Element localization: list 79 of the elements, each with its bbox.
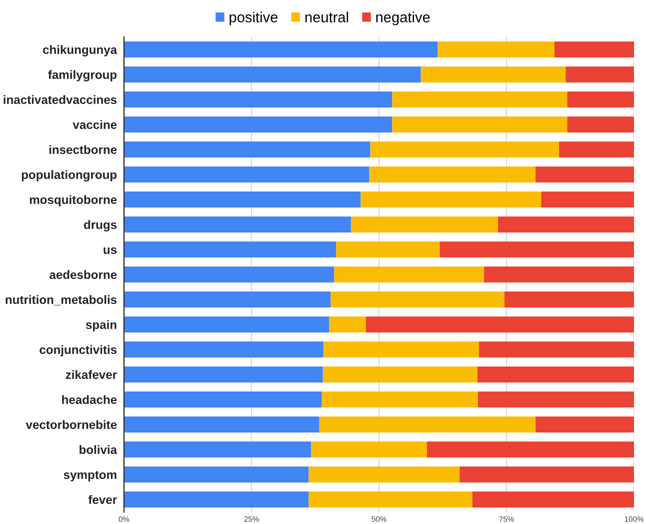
bar — [124, 492, 309, 508]
y-tick-label: inactivatedvaccines — [4, 95, 117, 104]
bar — [504, 292, 634, 308]
bar — [334, 266, 484, 282]
y-tick-label: familygroup — [48, 70, 117, 82]
bar — [567, 116, 634, 132]
bar — [360, 192, 542, 208]
bar — [124, 316, 330, 332]
bar — [554, 42, 634, 58]
bar — [124, 166, 370, 182]
legend-label: positive — [230, 12, 278, 26]
bar — [460, 466, 634, 482]
bar — [370, 142, 560, 158]
bar — [308, 466, 460, 482]
bar — [124, 92, 392, 108]
bar — [478, 342, 634, 358]
y-tick-label: bolivia — [80, 445, 118, 454]
bar — [124, 416, 320, 432]
bar — [124, 342, 324, 358]
bar — [319, 416, 536, 432]
bar — [322, 366, 478, 382]
y-tick-label: fever — [88, 495, 117, 504]
bar — [472, 492, 634, 508]
bar — [566, 66, 634, 82]
bar — [308, 492, 472, 508]
bar — [392, 116, 568, 132]
bar — [124, 366, 323, 382]
bar — [440, 242, 634, 258]
bar — [124, 192, 361, 208]
y-tick-label: zikafever — [66, 370, 117, 379]
bar — [536, 166, 634, 182]
bar — [541, 192, 634, 208]
bar — [498, 216, 634, 232]
y-tick-label: us — [104, 247, 117, 254]
y-tick-label: nutrition_metabolis — [6, 295, 117, 306]
y-tick-label: conjunctivitis — [40, 345, 117, 356]
bar — [124, 142, 370, 158]
bar — [438, 42, 554, 58]
y-tick-label: vectorbornebite — [26, 420, 117, 429]
bar — [322, 392, 478, 408]
bar — [124, 266, 334, 282]
bar — [426, 442, 634, 458]
bar — [124, 292, 331, 308]
bar — [477, 366, 634, 382]
bar — [336, 242, 440, 258]
bar — [330, 292, 504, 308]
bar — [478, 392, 634, 408]
y-tick-label: headache — [62, 395, 117, 404]
y-tick-label: drugs — [84, 220, 117, 232]
bar — [350, 216, 498, 232]
bar — [311, 442, 427, 458]
bar — [559, 142, 634, 158]
bar — [124, 116, 392, 132]
bar — [124, 392, 322, 408]
legend-label: negative — [376, 12, 430, 26]
bar — [124, 42, 438, 58]
y-tick-label: vaccine — [72, 120, 117, 129]
y-tick-label: aedesborne — [50, 270, 117, 279]
bar — [124, 242, 336, 258]
bar — [369, 166, 536, 182]
y-tick-label: populationgroup — [22, 170, 117, 182]
bar — [420, 66, 566, 82]
y-tick-label: mosquitoborne — [30, 195, 117, 206]
y-tick-label: spain — [86, 320, 116, 332]
bar — [484, 266, 634, 282]
legend-label: neutral — [305, 12, 348, 22]
bar — [567, 92, 634, 108]
bar — [366, 316, 634, 332]
bar — [124, 66, 421, 82]
bar — [392, 92, 568, 108]
bar — [536, 416, 634, 432]
bar — [323, 342, 479, 358]
y-tick-label: chikungunya — [43, 45, 118, 56]
bar — [329, 316, 366, 332]
bar — [124, 466, 309, 482]
bar — [124, 216, 351, 232]
y-tick-label: insectborne — [49, 145, 117, 154]
bar — [124, 442, 312, 458]
y-tick-label: symptom — [64, 470, 116, 482]
